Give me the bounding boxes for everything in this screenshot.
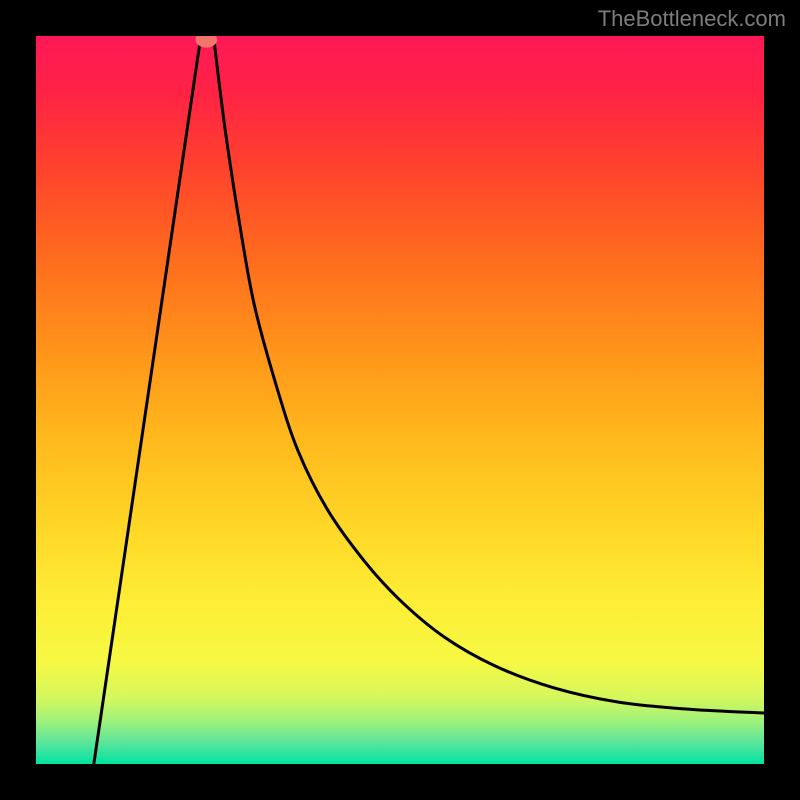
frame-black	[0, 0, 800, 800]
chart-container: TheBottleneck.com	[0, 0, 800, 800]
watermark-text: TheBottleneck.com	[598, 6, 786, 32]
